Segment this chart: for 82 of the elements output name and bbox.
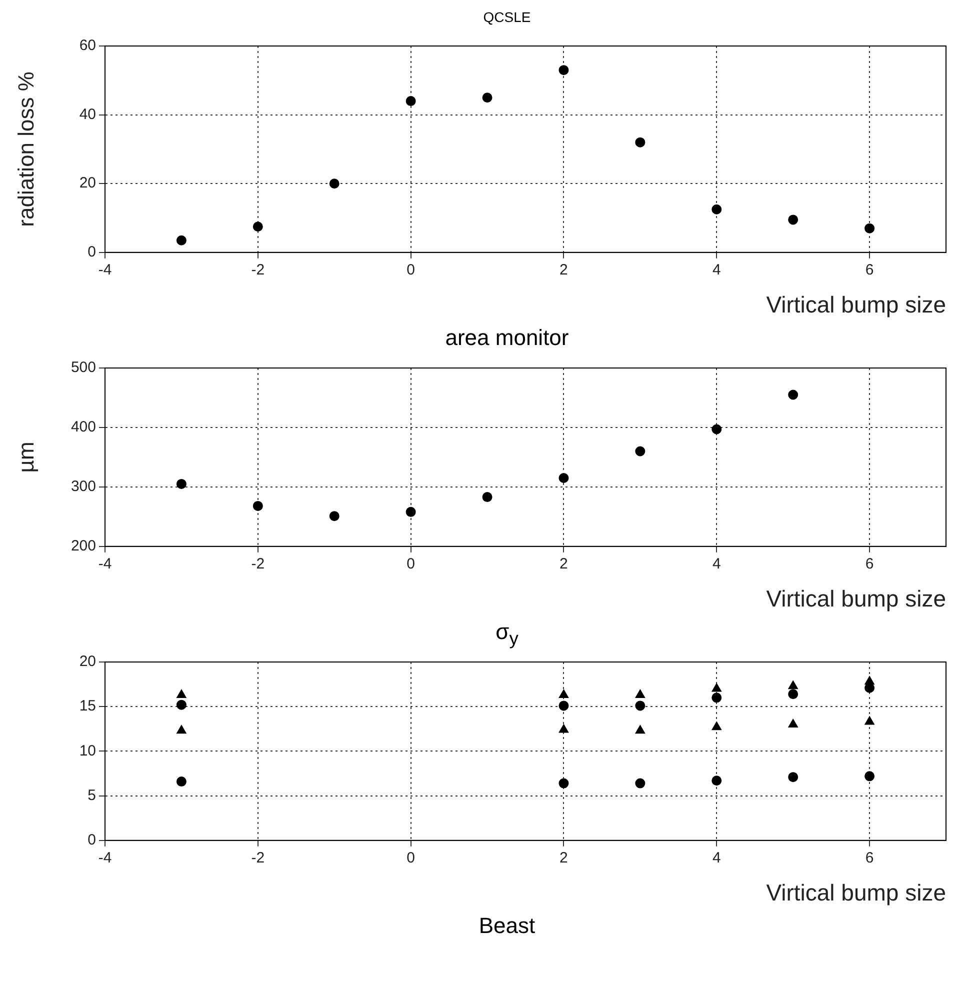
point	[864, 716, 874, 725]
point	[635, 137, 646, 148]
point	[482, 492, 492, 502]
point	[635, 778, 646, 788]
x-tick-label: -2	[251, 850, 265, 867]
point	[176, 725, 186, 734]
point	[176, 478, 186, 489]
point	[788, 718, 798, 728]
y-tick-label: 60	[79, 37, 96, 54]
point	[558, 724, 569, 733]
y-tick-label: 10	[79, 742, 96, 760]
point	[864, 223, 875, 234]
y-axis-title: µm	[13, 442, 38, 473]
point	[329, 511, 340, 522]
point	[635, 690, 646, 698]
point	[558, 65, 569, 76]
point	[712, 776, 722, 786]
point	[329, 178, 340, 189]
y-tick-label: 200	[70, 538, 96, 555]
point	[788, 390, 798, 400]
x-tick-label: 4	[712, 556, 721, 573]
point	[558, 690, 569, 698]
y-tick-label: 500	[70, 359, 96, 376]
y-tick-label: 300	[70, 478, 96, 496]
y-tick-label: 5	[88, 786, 96, 804]
point	[864, 676, 874, 685]
point	[558, 778, 569, 788]
x-tick-label: 6	[865, 850, 874, 867]
y-tick-label: 40	[79, 106, 96, 123]
x-tick-label: 0	[406, 556, 415, 573]
x-tick-label: 2	[560, 556, 568, 573]
x-axis-title: Virtical bump size	[766, 586, 946, 612]
point	[252, 500, 263, 511]
point	[176, 690, 186, 698]
x-tick-label: 6	[865, 556, 874, 573]
x-tick-label: -2	[251, 556, 265, 573]
point	[788, 680, 798, 690]
point	[558, 473, 569, 484]
x-tick-label: -4	[98, 850, 112, 867]
text: σ$_{y}$	[494, 618, 520, 650]
x-tick-label: -2	[251, 262, 265, 279]
point	[864, 771, 875, 782]
point	[635, 700, 646, 711]
y-axis-title: radiation loss %	[13, 72, 38, 227]
point	[712, 692, 722, 703]
x-tick-label: 4	[712, 850, 721, 867]
point	[176, 235, 186, 246]
x-tick-label: 6	[865, 262, 874, 279]
chart-title: QCSLE	[482, 8, 532, 27]
point	[712, 204, 722, 214]
y-tick-label: 0	[88, 244, 96, 261]
y-tick-label: 20	[79, 174, 96, 192]
point	[406, 506, 416, 517]
point	[482, 92, 492, 103]
point	[176, 700, 186, 710]
point	[635, 446, 646, 456]
x-tick-label: 4	[712, 262, 721, 279]
point	[712, 424, 722, 434]
x-tick-label: -4	[98, 556, 112, 573]
x-axis-title: Virtical bump size	[766, 292, 946, 318]
y-tick-label: 0	[88, 832, 96, 849]
point	[712, 722, 722, 730]
x-tick-label: 2	[560, 850, 568, 867]
y-tick-label: 15	[79, 698, 96, 715]
point	[788, 214, 798, 225]
point	[788, 689, 798, 700]
x-tick-label: -4	[98, 262, 112, 279]
point	[788, 772, 798, 782]
y-tick-label: 20	[79, 653, 96, 670]
x-tick-label: 0	[406, 850, 415, 867]
text: area monitor	[444, 324, 570, 352]
point	[252, 222, 263, 232]
y-tick-label: 400	[70, 418, 96, 436]
text: Beast	[478, 912, 536, 940]
point	[712, 683, 722, 692]
point	[558, 700, 569, 711]
x-tick-label: 0	[406, 262, 415, 279]
x-axis-title: Virtical bump size	[766, 880, 946, 906]
point	[406, 96, 416, 106]
point	[635, 725, 646, 734]
x-tick-label: 2	[560, 262, 568, 279]
point	[176, 776, 186, 787]
